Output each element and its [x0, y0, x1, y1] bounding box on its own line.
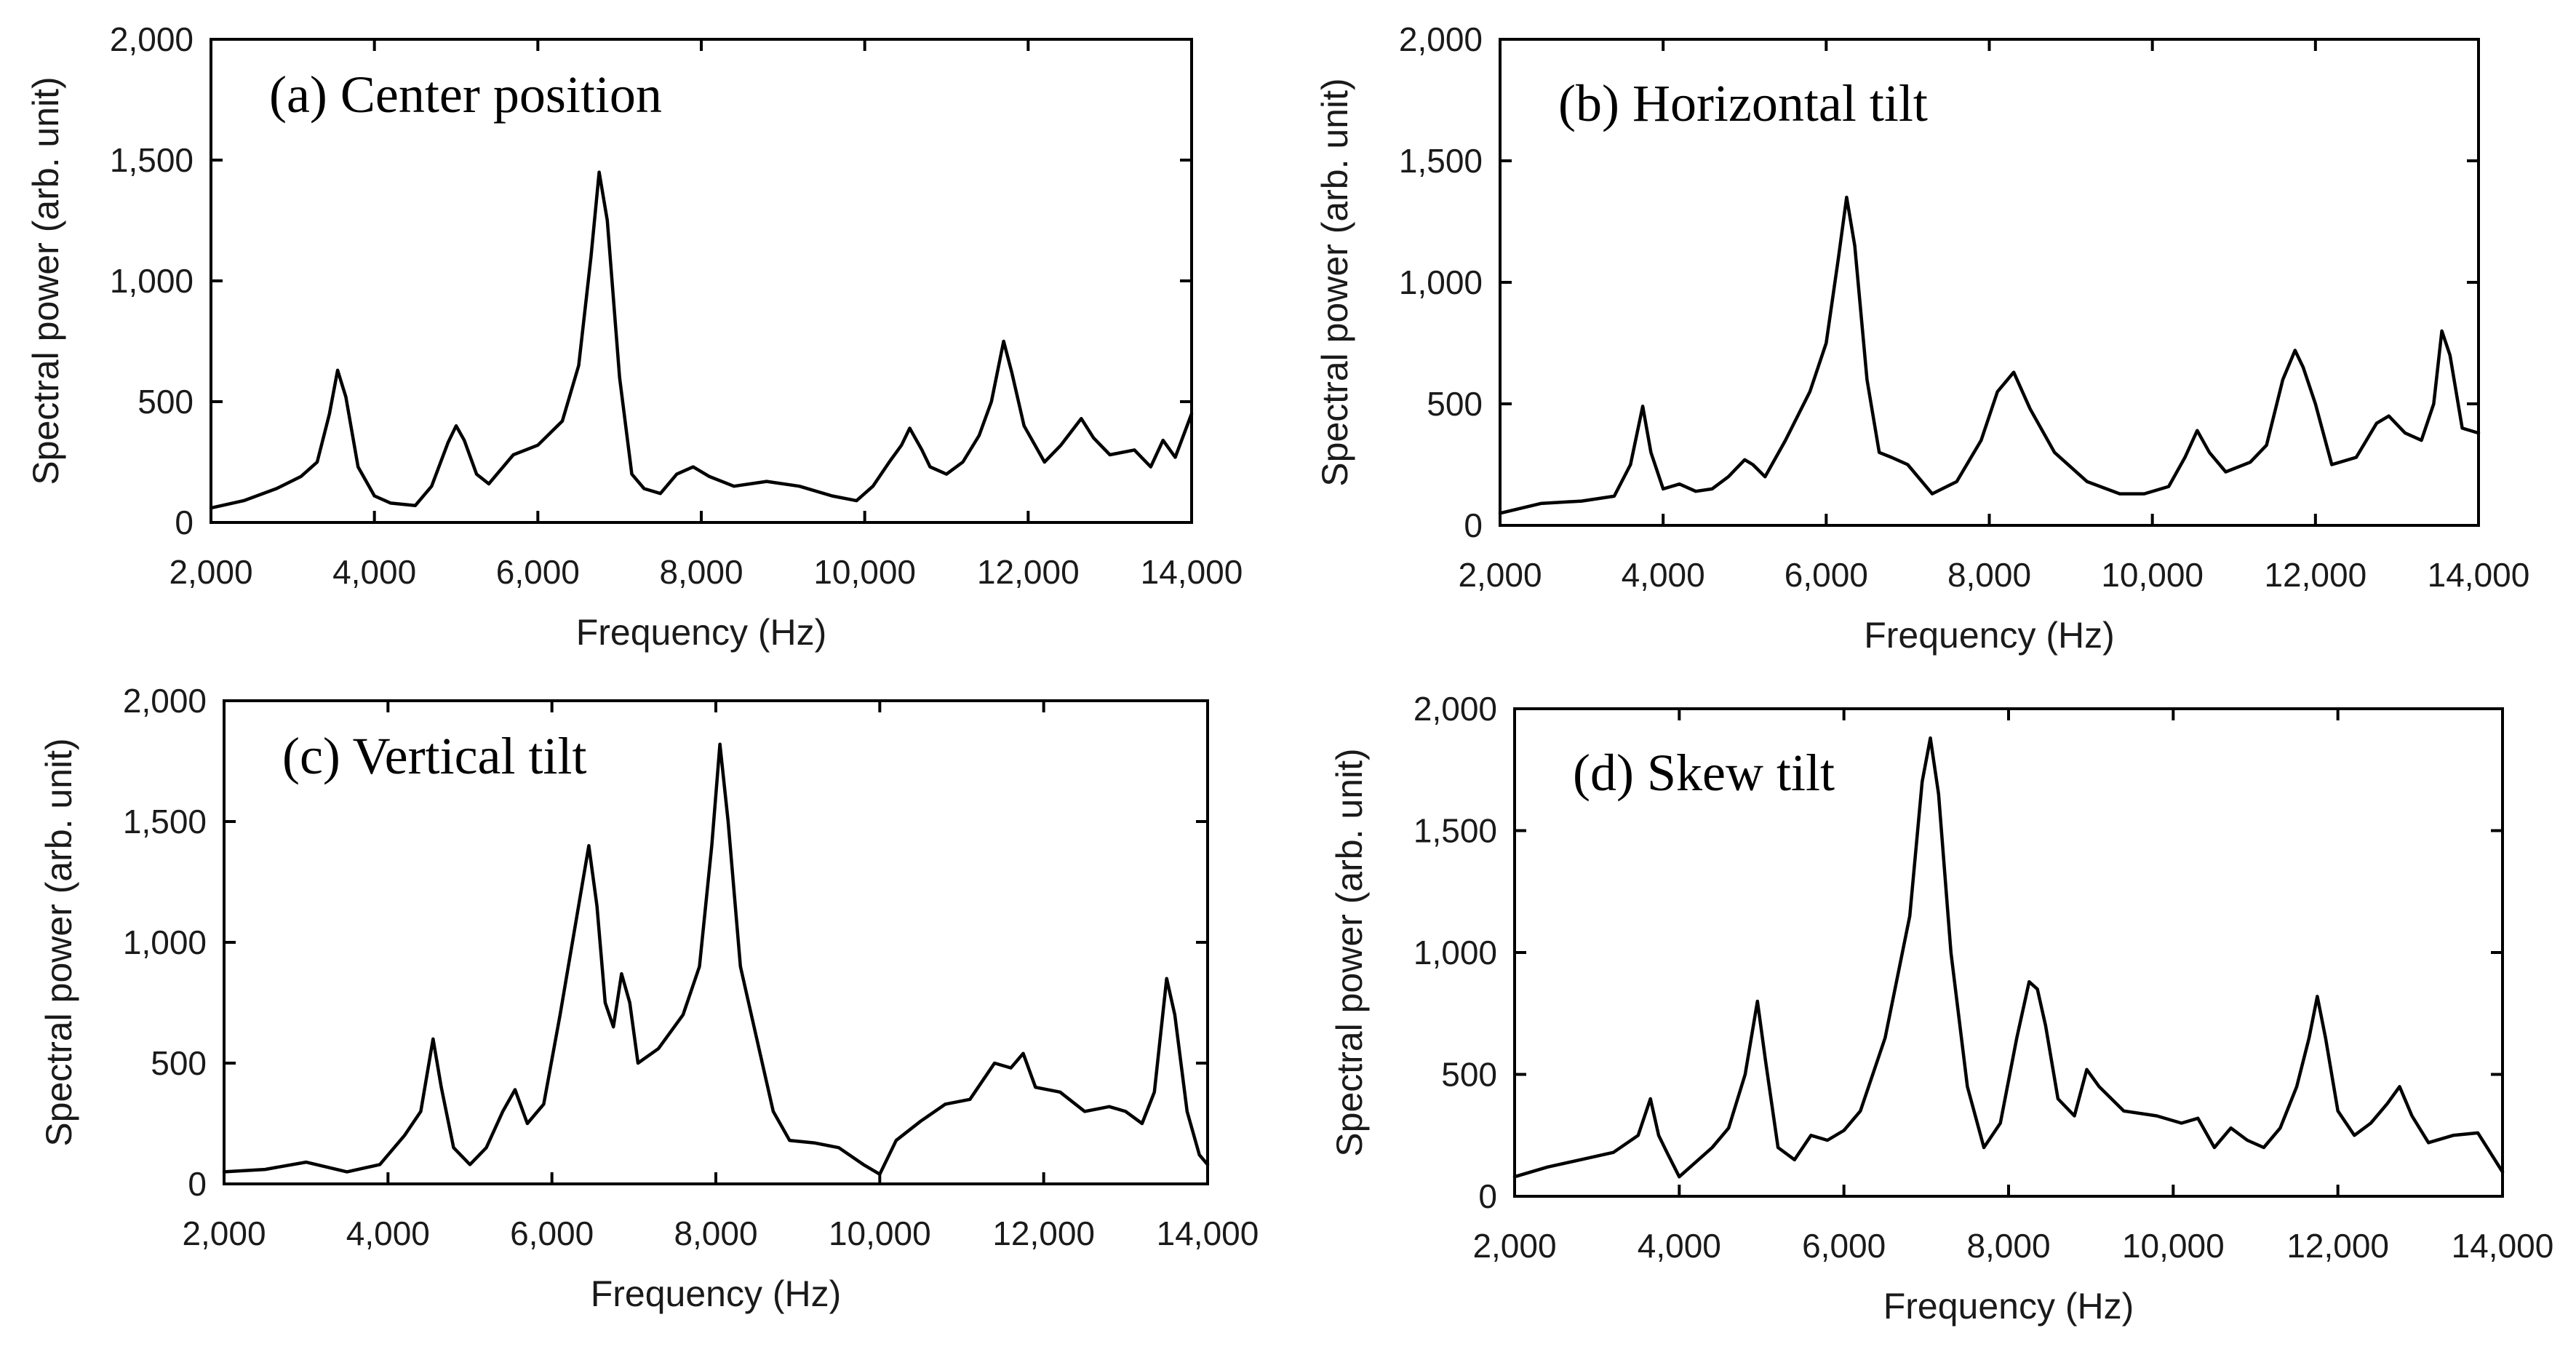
- y-tick-label: 500: [137, 383, 194, 421]
- panel-title: (a) Center position: [269, 65, 662, 124]
- x-tick-label: 12,000: [2264, 556, 2366, 594]
- x-tick-label: 2,000: [1472, 1227, 1556, 1265]
- spectrum-line-center-position: [209, 170, 1194, 510]
- y-tick-label: 1,000: [123, 923, 207, 961]
- y-tick-label: 0: [175, 504, 194, 541]
- x-tick-label: 4,000: [346, 1214, 430, 1252]
- x-tick-label: 6,000: [510, 1214, 594, 1252]
- panel-title: (c) Vertical tilt: [282, 727, 587, 785]
- axes: 2,000 4,000 6,000 8,000 10,000 12,000 14,000 0 5…: [110, 20, 1243, 591]
- x-tick-label: 2,000: [1458, 556, 1542, 594]
- y-tick-label: 0: [188, 1165, 207, 1203]
- x-tick-label: 10,000: [829, 1214, 931, 1252]
- y-tick-label: 500: [1427, 385, 1483, 423]
- y-axis-label: Spectral power (arb. unit): [1329, 748, 1370, 1156]
- x-tick-label: 8,000: [659, 553, 743, 591]
- x-axis-label: Frequency (Hz): [576, 612, 827, 653]
- axes: 2,000 4,000 6,000 8,000 10,000 12,000 14,000 0 5…: [1413, 690, 2553, 1265]
- y-tick-label: 1,000: [1399, 263, 1483, 301]
- y-tick-label: 1,500: [123, 803, 207, 840]
- y-tick-label: 1,500: [110, 141, 194, 179]
- x-tick-label: 10,000: [2122, 1227, 2225, 1265]
- x-tick-label: 8,000: [1947, 556, 2031, 594]
- axes: 2,000 4,000 6,000 8,000 10,000 12,000 14,000 0 5…: [1399, 20, 2529, 594]
- y-axis-label: Spectral power (arb. unit): [25, 76, 66, 485]
- panel-horizontal-tilt: 2,000 4,000 6,000 8,000 10,000 12,000 14,000 0 5…: [1315, 20, 2529, 656]
- y-tick-label: 2,000: [123, 682, 207, 720]
- y-tick-label: 0: [1478, 1177, 1497, 1215]
- x-tick-label: 12,000: [977, 553, 1080, 591]
- panel-title: (b) Horizontal tilt: [1558, 74, 1928, 132]
- x-tick-label: 14,000: [1141, 553, 1243, 591]
- x-tick-label: 10,000: [813, 553, 916, 591]
- x-tick-label: 8,000: [674, 1214, 757, 1252]
- y-tick-label: 1,000: [110, 262, 194, 300]
- y-axis-label: Spectral power (arb. unit): [1315, 78, 1355, 486]
- x-tick-label: 12,000: [2286, 1227, 2389, 1265]
- x-tick-label: 14,000: [2452, 1227, 2554, 1265]
- x-axis-label: Frequency (Hz): [1883, 1286, 2134, 1327]
- x-tick-label: 10,000: [2101, 556, 2204, 594]
- x-tick-label: 4,000: [1638, 1227, 1721, 1265]
- x-tick-label: 6,000: [496, 553, 580, 591]
- panel-vertical-tilt: 2,000 4,000 6,000 8,000 10,000 12,000 14,000 0 5…: [39, 682, 1259, 1314]
- x-axis-label: Frequency (Hz): [591, 1273, 842, 1314]
- spectrum-line-skew-tilt: [1512, 736, 2505, 1179]
- spectrum-line-vertical-tilt: [222, 742, 1210, 1176]
- y-tick-label: 500: [1441, 1056, 1497, 1094]
- panel-skew-tilt: 2,000 4,000 6,000 8,000 10,000 12,000 14,000 0 5…: [1329, 690, 2553, 1327]
- y-tick-label: 1,500: [1399, 142, 1483, 180]
- x-axis-label: Frequency (Hz): [1864, 615, 2115, 656]
- y-tick-label: 500: [151, 1044, 207, 1082]
- x-tick-label: 14,000: [1157, 1214, 1259, 1252]
- x-tick-label: 12,000: [992, 1214, 1095, 1252]
- x-tick-label: 4,000: [1622, 556, 1705, 594]
- x-tick-label: 2,000: [169, 553, 252, 591]
- axes: 2,000 4,000 6,000 8,000 10,000 12,000 14,000 0 5…: [123, 682, 1259, 1252]
- y-tick-label: 2,000: [110, 20, 194, 58]
- y-tick-label: 2,000: [1413, 690, 1497, 728]
- y-tick-label: 2,000: [1399, 20, 1483, 58]
- x-tick-label: 6,000: [1785, 556, 1868, 594]
- y-axis-label: Spectral power (arb. unit): [39, 738, 79, 1146]
- panel-center-position: 2,000 4,000 6,000 8,000 10,000 12,000 14,000 0 5…: [25, 20, 1243, 653]
- x-tick-label: 4,000: [332, 553, 416, 591]
- x-tick-label: 2,000: [182, 1214, 266, 1252]
- y-tick-label: 1,500: [1413, 812, 1497, 850]
- y-tick-label: 1,000: [1413, 934, 1497, 971]
- x-tick-label: 8,000: [1966, 1227, 2050, 1265]
- panel-title: (d) Skew tilt: [1573, 744, 1835, 802]
- x-tick-label: 14,000: [2428, 556, 2530, 594]
- spectrum-line-horizontal-tilt: [1498, 195, 2481, 515]
- y-tick-label: 0: [1464, 506, 1483, 544]
- x-tick-label: 6,000: [1802, 1227, 1886, 1265]
